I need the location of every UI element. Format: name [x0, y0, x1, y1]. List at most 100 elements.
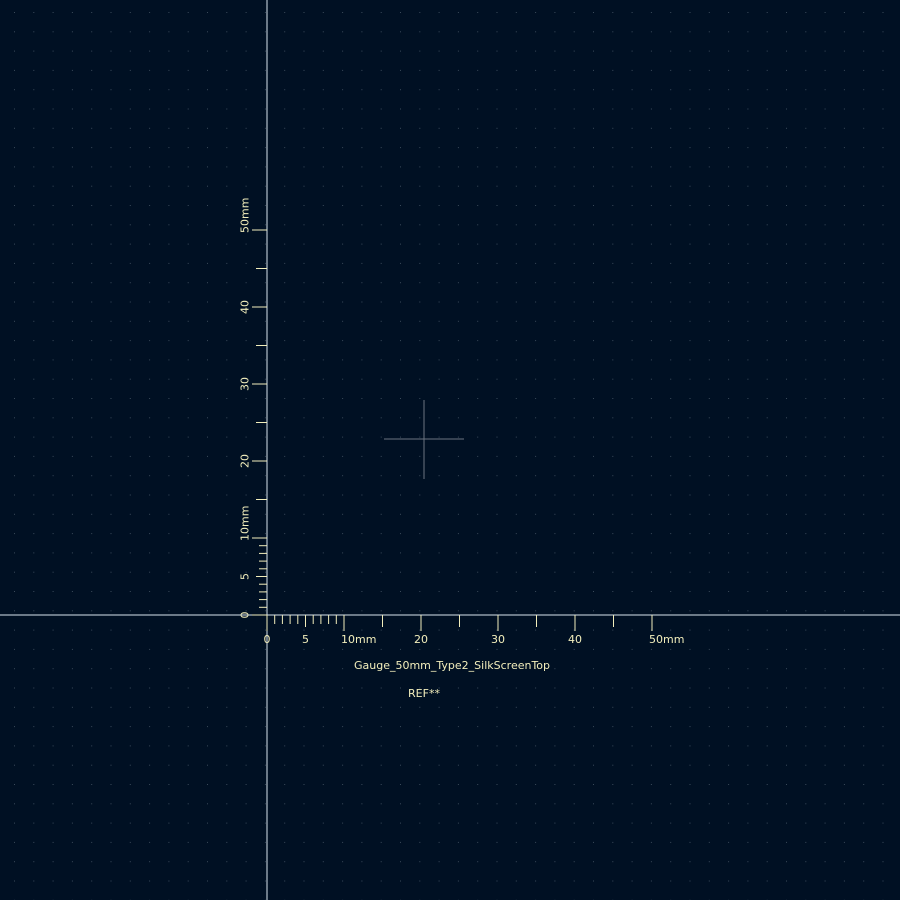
- grid-dot: [400, 69, 401, 71]
- grid-dot: [670, 629, 672, 631]
- grid-dot: [33, 320, 35, 322]
- grid-dot: [91, 784, 93, 785]
- grid-dot: [496, 784, 498, 785]
- grid-dot: [303, 378, 305, 380]
- grid-dot: [284, 629, 286, 631]
- grid-dot: [438, 436, 440, 438]
- grid-dot: [554, 50, 556, 52]
- grid-dot: [52, 841, 54, 843]
- grid-dot: [554, 668, 556, 670]
- grid-dot: [187, 301, 189, 303]
- grid-dot: [457, 69, 459, 71]
- grid-dot: [535, 436, 537, 438]
- grid-dot: [168, 108, 170, 110]
- grid-dot: [805, 69, 807, 71]
- grid-dot: [650, 205, 652, 206]
- grid-dot: [129, 513, 131, 515]
- grid-dot: [650, 533, 652, 535]
- grid-dot: [766, 745, 768, 747]
- grid-dot: [245, 12, 247, 13]
- grid-dot: [400, 475, 401, 477]
- grid-dot: [14, 822, 15, 824]
- grid-dot: [670, 648, 672, 650]
- grid-dot: [187, 243, 189, 245]
- grid-dot: [477, 610, 479, 612]
- grid-dot: [342, 610, 344, 612]
- grid-dot: [33, 494, 35, 496]
- grid-dot: [863, 513, 865, 515]
- grid-dot: [342, 359, 344, 361]
- grid-dot: [226, 687, 228, 689]
- grid-dot: [457, 301, 459, 303]
- grid-dot: [863, 591, 865, 592]
- grid-dot: [554, 31, 556, 33]
- grid-dot: [207, 880, 208, 882]
- grid-dot: [342, 648, 344, 650]
- grid-dot: [824, 262, 826, 264]
- grid-dot: [747, 398, 749, 399]
- grid-dot: [824, 89, 826, 91]
- grid-dot: [689, 166, 691, 168]
- grid-dot: [303, 224, 305, 226]
- grid-dot: [747, 726, 749, 728]
- grid-dot: [14, 591, 15, 592]
- grid-dot: [631, 803, 633, 805]
- grid-dot: [187, 822, 189, 824]
- grid-dot: [226, 861, 228, 863]
- grid-dot: [187, 475, 189, 477]
- grid-dot: [708, 841, 710, 843]
- grid-dot: [496, 648, 498, 650]
- grid-dot: [303, 610, 305, 612]
- grid-dot: [14, 185, 15, 187]
- grid-dot: [71, 455, 73, 457]
- grid-dot: [535, 147, 537, 149]
- grid-dot: [650, 629, 652, 631]
- grid-dot: [708, 861, 710, 863]
- grid-dot: [91, 69, 93, 71]
- grid-dot: [245, 475, 247, 477]
- grid-dot: [33, 803, 35, 805]
- grid-dot: [207, 648, 208, 650]
- grid-dot: [573, 378, 575, 380]
- grid-dot: [515, 262, 517, 264]
- grid-dot: [284, 108, 286, 110]
- grid-dot: [400, 166, 401, 168]
- v-gauge-label: 10mm: [239, 506, 252, 541]
- grid-dot: [400, 822, 401, 824]
- grid-dot: [786, 706, 787, 708]
- footprint-value-text[interactable]: Gauge_50mm_Type2_SilkScreenTop: [354, 659, 550, 672]
- grid-dot: [612, 147, 614, 149]
- grid-dot: [863, 803, 865, 805]
- grid-dot: [91, 436, 93, 438]
- grid-dot: [631, 378, 633, 380]
- grid-dot: [496, 687, 498, 689]
- grid-dot: [129, 745, 131, 747]
- grid-dot: [187, 513, 189, 515]
- grid-dot: [91, 378, 93, 380]
- grid-dot: [863, 417, 865, 419]
- grid-dot: [226, 475, 228, 477]
- grid-dot: [515, 552, 517, 554]
- grid-dot: [342, 262, 344, 264]
- grid-dot: [670, 552, 672, 554]
- grid-dot: [303, 185, 305, 187]
- grid-dot: [515, 320, 517, 322]
- grid-dot: [438, 668, 440, 670]
- grid-dot: [805, 301, 807, 303]
- grid-dot: [342, 108, 344, 110]
- grid-dot: [593, 552, 594, 554]
- grid-dot: [766, 687, 768, 689]
- grid-dot: [882, 127, 884, 129]
- grid-dot: [515, 841, 517, 843]
- grid-dot: [322, 243, 324, 245]
- grid-dot: [843, 320, 845, 322]
- grid-dot: [843, 108, 845, 110]
- grid-dot: [129, 533, 131, 535]
- grid-dot: [187, 166, 189, 168]
- grid-dot: [631, 629, 633, 631]
- grid-dot: [863, 378, 865, 380]
- footprint-reference-text[interactable]: REF**: [408, 687, 440, 700]
- grid-dot: [593, 224, 594, 226]
- grid-dot: [689, 513, 691, 515]
